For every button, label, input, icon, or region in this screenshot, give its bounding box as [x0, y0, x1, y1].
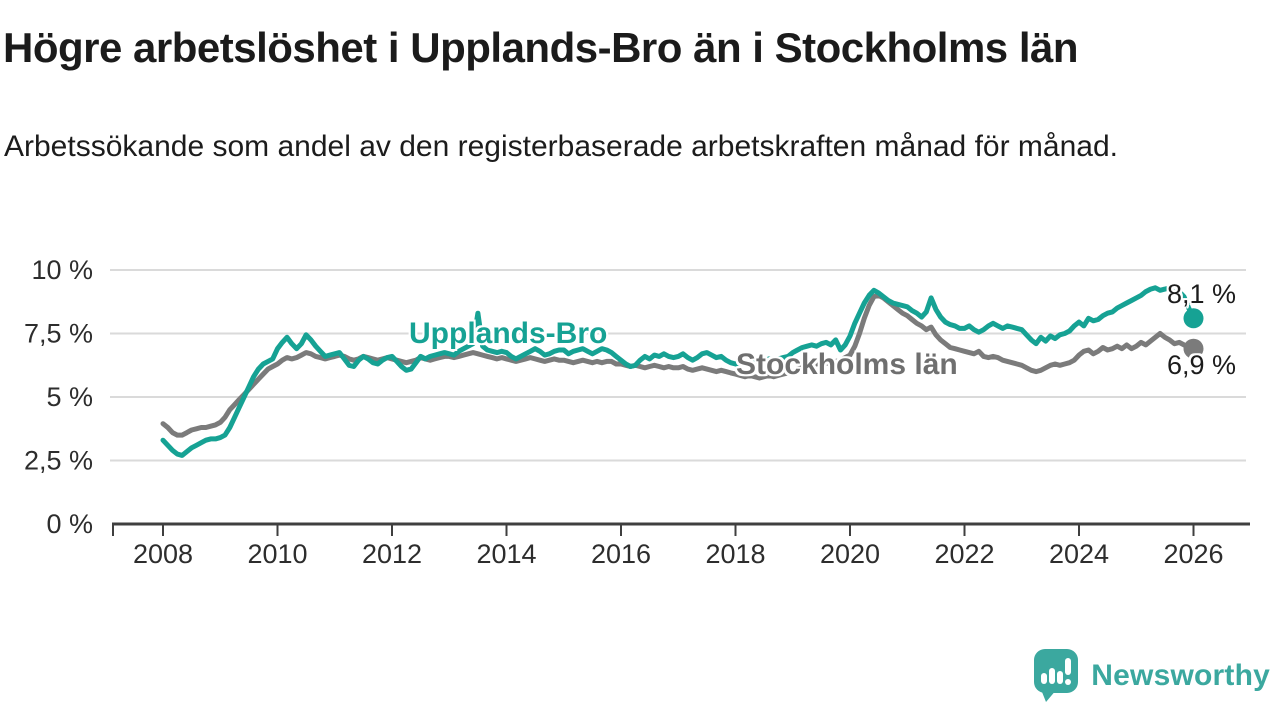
- x-axis-tick-label-2012: 2012: [362, 539, 422, 569]
- chart-title: Högre arbetslöshet i Upplands-Bro än i S…: [3, 24, 1079, 71]
- newsworthy-logo: Newsworthy: [1033, 648, 1270, 703]
- newsworthy-wordmark: Newsworthy: [1091, 658, 1270, 692]
- y-axis-tick-label: 10 %: [31, 255, 93, 285]
- series-line-upplands-bro: [160, 285, 1196, 458]
- series-line-stockholms-lan: [160, 292, 1196, 438]
- series-end-dot-upplands-bro: [1183, 308, 1204, 329]
- series-label-upplands-bro: Upplands-Bro: [409, 317, 608, 350]
- y-axis-tick-label: 0 %: [46, 509, 93, 539]
- chart-subtitle: Arbetssökande som andel av den registerb…: [4, 130, 1118, 163]
- end-value-upplands-bro: 8,1 %: [1167, 279, 1237, 309]
- y-axis-tick-label: 2,5 %: [24, 446, 93, 476]
- newsworthy-icon: [1034, 649, 1079, 702]
- x-axis-tick-label-2014: 2014: [476, 539, 536, 569]
- x-axis-tick-label-2016: 2016: [591, 539, 651, 569]
- x-axis-tick-label-2022: 2022: [934, 539, 994, 569]
- end-value-stockholms-lan: 6,9 %: [1167, 350, 1237, 380]
- series-end-dot-stockholms-lan: [1183, 338, 1204, 359]
- x-axis-tick-label-2008: 2008: [133, 539, 193, 569]
- x-axis-tick-label-2010: 2010: [247, 539, 307, 569]
- x-axis-tick-label-2024: 2024: [1049, 539, 1109, 569]
- y-axis-tick-label: 5 %: [46, 382, 93, 412]
- y-axis-tick-label: 7,5 %: [24, 319, 93, 349]
- series-label-stockholms-lan: Stockholms län: [736, 348, 958, 381]
- x-axis-tick-label-2026: 2026: [1163, 539, 1223, 569]
- x-axis-tick-label-2018: 2018: [705, 539, 765, 569]
- x-axis-tick-label-2020: 2020: [820, 539, 880, 569]
